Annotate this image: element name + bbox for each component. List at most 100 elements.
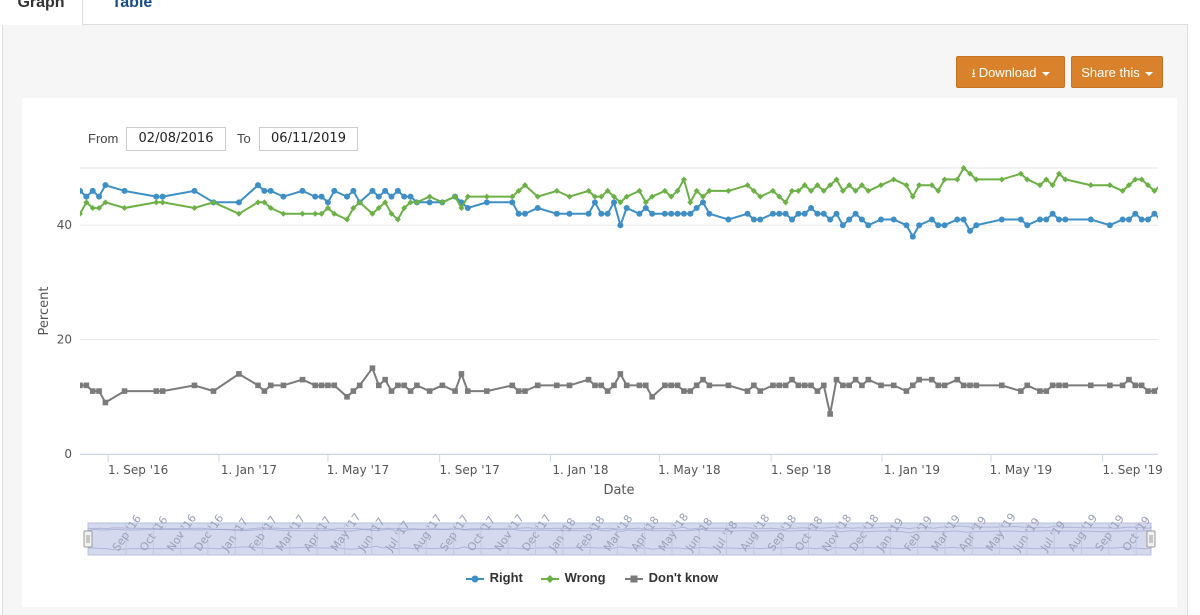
data-point-don-t-know[interactable] [414, 382, 420, 389]
data-point-don-t-know[interactable] [153, 388, 160, 394]
data-point-don-t-know[interactable] [344, 394, 350, 400]
data-point-wrong[interactable] [585, 187, 592, 194]
data-point-wrong[interactable] [1106, 182, 1113, 189]
data-point-wrong[interactable] [960, 165, 967, 171]
data-point-wrong[interactable] [235, 210, 242, 217]
data-point-right[interactable] [776, 210, 783, 217]
data-point-wrong[interactable] [483, 193, 490, 200]
data-point-right[interactable] [604, 210, 611, 217]
data-point-don-t-know[interactable] [312, 382, 319, 389]
data-point-wrong[interactable] [680, 176, 687, 183]
data-point-wrong[interactable] [369, 210, 376, 217]
data-point-right[interactable] [1190, 211, 1196, 217]
data-point-wrong[interactable] [903, 182, 910, 189]
data-point-wrong[interactable] [331, 210, 338, 217]
data-point-right[interactable] [591, 199, 598, 206]
data-point-don-t-know[interactable] [973, 382, 980, 389]
data-point-right[interactable] [960, 216, 967, 223]
data-point-don-t-know[interactable] [1119, 382, 1126, 389]
data-point-right[interactable] [827, 216, 834, 223]
data-point-right[interactable] [801, 210, 808, 217]
data-point-don-t-know[interactable] [1037, 388, 1043, 394]
data-point-wrong[interactable] [77, 210, 83, 217]
data-point-wrong[interactable] [318, 210, 325, 217]
data-point-don-t-know[interactable] [776, 382, 783, 389]
data-point-right[interactable] [725, 216, 732, 223]
data-point-wrong[interactable] [382, 199, 389, 206]
data-point-right[interactable] [331, 187, 338, 194]
data-point-right[interactable] [636, 210, 643, 217]
tab-graph[interactable]: Graph [0, 0, 83, 24]
data-point-right[interactable] [935, 222, 942, 229]
data-point-wrong[interactable] [700, 193, 707, 200]
data-point-right[interactable] [121, 187, 128, 194]
data-point-right[interactable] [941, 222, 948, 229]
data-point-don-t-know[interactable] [706, 382, 713, 389]
data-point-don-t-know[interactable] [617, 371, 624, 377]
data-point-don-t-know[interactable] [484, 388, 490, 394]
data-point-don-t-know[interactable] [903, 388, 910, 394]
data-point-right[interactable] [83, 193, 90, 200]
data-point-right[interactable] [515, 210, 522, 217]
data-point-wrong[interactable] [649, 193, 656, 200]
data-point-don-t-know[interactable] [452, 388, 458, 394]
data-point-wrong[interactable] [89, 205, 96, 212]
data-point-don-t-know[interactable] [522, 388, 528, 394]
tab-table[interactable]: Table [111, 0, 153, 11]
data-point-wrong[interactable] [890, 176, 897, 183]
data-point-don-t-know[interactable] [325, 382, 331, 389]
data-point-right[interactable] [553, 210, 560, 217]
legend-wrong[interactable]: Wrong [541, 570, 606, 585]
data-point-right[interactable] [852, 210, 859, 217]
data-point-don-t-know[interactable] [865, 376, 872, 383]
data-point-don-t-know[interactable] [267, 382, 274, 389]
data-point-don-t-know[interactable] [935, 382, 942, 389]
data-point-wrong[interactable] [591, 193, 598, 200]
data-point-don-t-know[interactable] [598, 382, 605, 389]
data-point-wrong[interactable] [267, 205, 274, 212]
data-point-wrong[interactable] [782, 199, 789, 206]
data-point-wrong[interactable] [757, 193, 764, 200]
data-point-right[interactable] [1062, 216, 1069, 223]
data-point-wrong[interactable] [801, 182, 808, 189]
data-point-don-t-know[interactable] [960, 382, 967, 389]
data-point-right[interactable] [1024, 222, 1031, 229]
data-point-wrong[interactable] [941, 176, 948, 183]
data-point-don-t-know[interactable] [668, 382, 675, 389]
data-point-don-t-know[interactable] [553, 382, 560, 389]
data-point-right[interactable] [668, 210, 675, 217]
data-point-wrong[interactable] [1151, 187, 1158, 194]
data-point-wrong[interactable] [522, 182, 529, 189]
data-point-wrong[interactable] [356, 199, 363, 206]
data-point-right[interactable] [388, 193, 395, 200]
data-point-don-t-know[interactable] [191, 382, 198, 389]
data-point-don-t-know[interactable] [852, 376, 859, 383]
data-point-right[interactable] [153, 193, 160, 200]
data-point-don-t-know[interactable] [592, 382, 598, 389]
data-point-right[interactable] [890, 216, 897, 223]
data-point-don-t-know[interactable] [674, 382, 681, 389]
data-point-don-t-know[interactable] [236, 371, 242, 377]
data-point-right[interactable] [1036, 216, 1043, 223]
data-point-wrong[interactable] [1196, 188, 1200, 194]
data-point-don-t-know[interactable] [1132, 382, 1139, 389]
data-point-wrong[interactable] [725, 187, 732, 194]
data-point-don-t-know[interactable] [649, 394, 655, 400]
data-point-wrong[interactable] [1024, 176, 1031, 183]
data-point-right[interactable] [1017, 216, 1024, 223]
data-point-wrong[interactable] [1062, 176, 1069, 183]
data-point-right[interactable] [1177, 216, 1183, 222]
data-point-right[interactable] [1170, 211, 1176, 217]
data-point-wrong[interactable] [350, 205, 357, 212]
data-point-don-t-know[interactable] [1056, 382, 1062, 389]
data-point-don-t-know[interactable] [1196, 388, 1200, 394]
data-point-right[interactable] [1106, 222, 1113, 229]
data-point-don-t-know[interactable] [439, 382, 446, 389]
data-point-wrong[interactable] [668, 193, 675, 200]
data-point-right[interactable] [369, 187, 376, 194]
data-point-don-t-know[interactable] [681, 388, 687, 394]
data-point-don-t-know[interactable] [662, 382, 668, 389]
data-point-don-t-know[interactable] [814, 388, 821, 394]
data-point-right[interactable] [649, 210, 656, 217]
data-point-wrong[interactable] [636, 187, 643, 194]
